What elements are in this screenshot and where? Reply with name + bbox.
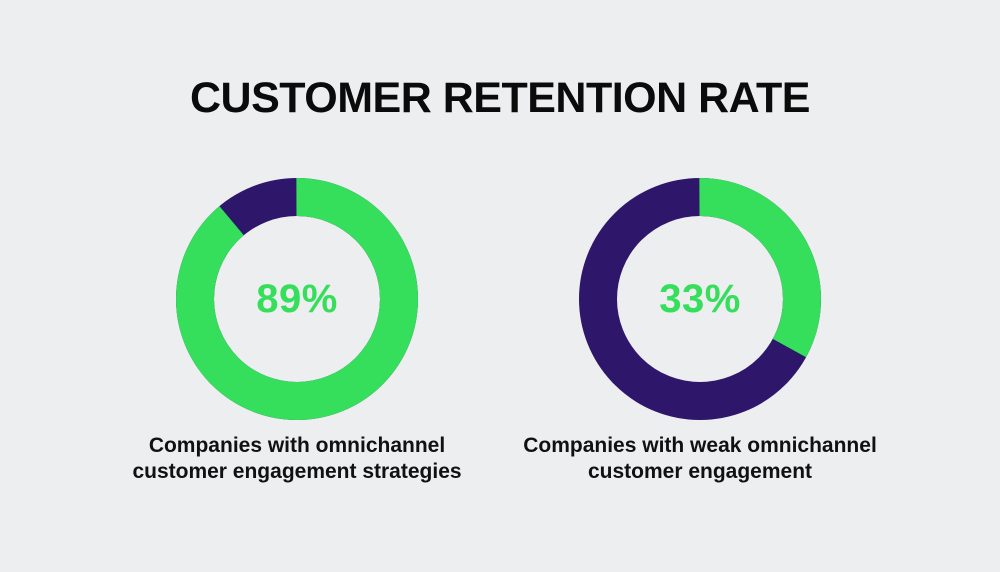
donut-chart-weak-omnichannel: 33%: [579, 178, 821, 420]
chart-caption-omnichannel: Companies with omnichannel customer enga…: [77, 433, 517, 485]
donut-ring: [579, 178, 821, 420]
caption-line: customer engagement: [587, 460, 813, 483]
donut-ring: [176, 178, 418, 420]
chart-caption-weak-omnichannel: Companies with weak omnichannel customer…: [480, 433, 920, 485]
caption-line: Companies with omnichannel: [148, 434, 446, 457]
caption-line: Companies with weak omnichannel: [523, 434, 877, 457]
percentage-label: 33%: [659, 276, 741, 321]
caption-line: customer engagement strategies: [132, 460, 462, 483]
percentage-label: 89%: [256, 276, 338, 321]
donut-segment-value: [579, 178, 821, 420]
donut-chart-omnichannel: 89%: [176, 178, 418, 420]
donut-segment-value: [176, 178, 418, 420]
page-title: CUSTOMER RETENTION RATE: [190, 74, 810, 122]
